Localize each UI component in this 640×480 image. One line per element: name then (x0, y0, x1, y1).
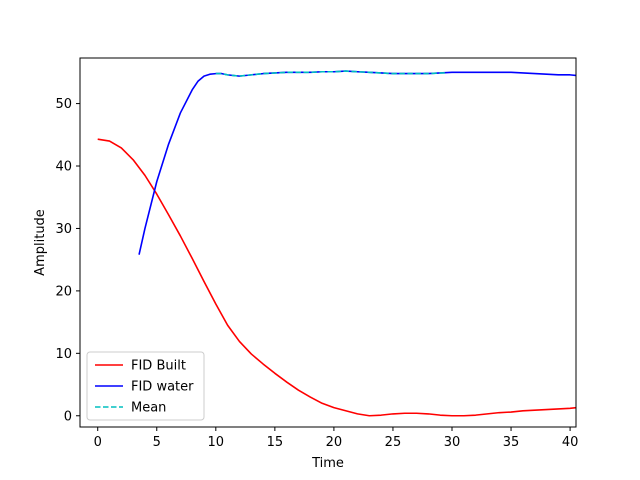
series-line-1 (97, 138, 576, 417)
x-tick-label: 25 (385, 435, 402, 450)
x-tick-label: 35 (503, 435, 520, 450)
x-axis-label: Time (311, 456, 344, 471)
x-tick-label: 15 (267, 435, 284, 450)
x-tick-label: 40 (562, 435, 579, 450)
y-tick-label: 10 (55, 347, 72, 362)
x-tick-label: 10 (208, 435, 225, 450)
y-axis-label: Amplitude (33, 209, 48, 276)
y-tick-label: 0 (64, 409, 72, 424)
x-tick-label: 30 (444, 435, 461, 450)
y-axis: 0 10 20 30 40 50 (55, 97, 80, 424)
x-axis: 0 5 10 15 20 25 30 35 40 (94, 427, 579, 450)
series-layer (97, 70, 576, 417)
series-line-3 (215, 70, 447, 77)
x-tick-label: 5 (153, 435, 161, 450)
x-tick-label: 0 (94, 435, 102, 450)
legend-label: FID water (131, 380, 194, 395)
y-tick-label: 30 (55, 222, 72, 237)
y-tick-label: 50 (55, 97, 72, 112)
y-tick-label: 20 (55, 284, 72, 299)
y-tick-label: 40 (55, 160, 72, 175)
legend-label: FID Built (131, 359, 186, 374)
legend-label: Mean (131, 401, 166, 416)
plot-frame (79, 57, 577, 428)
x-tick-label: 20 (326, 435, 343, 450)
legend: FID Built FID water Mean (86, 351, 205, 421)
legend-box (86, 351, 205, 421)
